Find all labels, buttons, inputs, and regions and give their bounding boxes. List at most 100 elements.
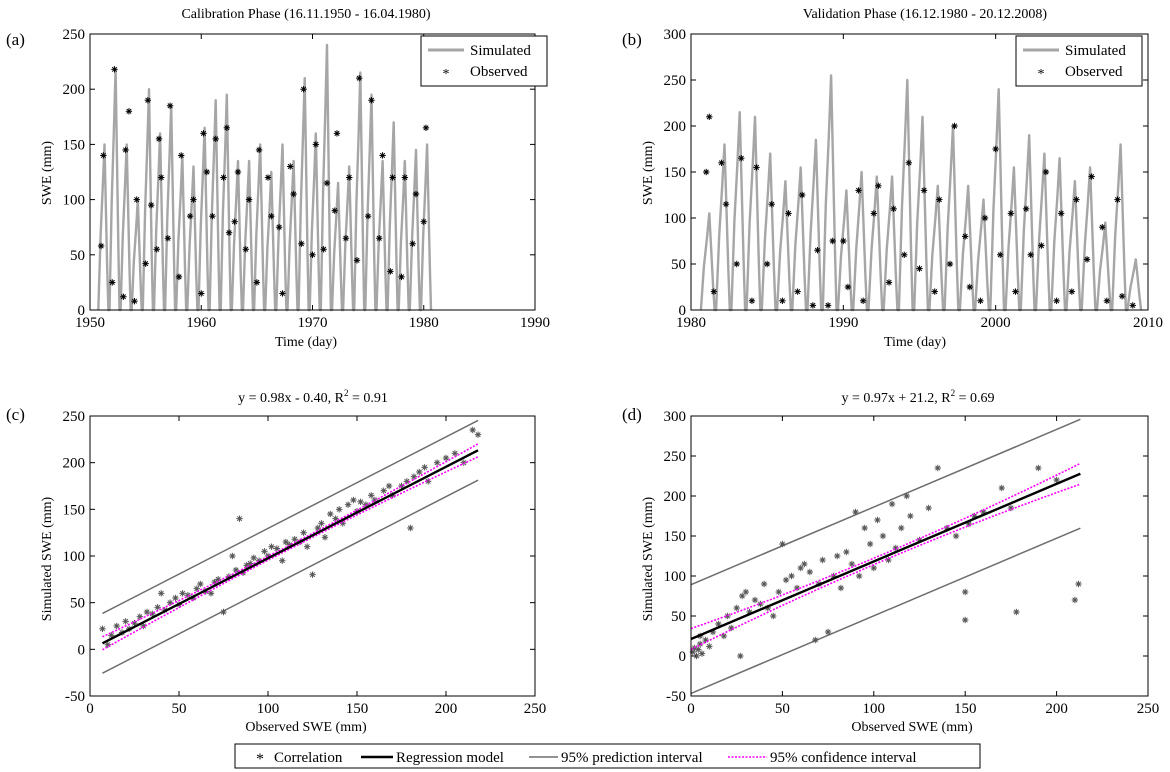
- observed-point: [890, 205, 897, 212]
- correlation-point-d2: [144, 609, 150, 615]
- correlation-point-d2: [710, 629, 716, 635]
- observed-point: [133, 196, 140, 203]
- observed-point-d2: [332, 208, 338, 214]
- observed-point-d2: [1073, 197, 1079, 203]
- simulated-series-line: [699, 74, 1143, 312]
- observed-point: [703, 168, 710, 176]
- observed-point-d2: [398, 274, 405, 280]
- observed-point: [225, 229, 233, 236]
- observed-point: [1088, 173, 1095, 180]
- legend-b: Simulated * Observed: [1015, 35, 1143, 87]
- correlation-point-d2: [849, 561, 855, 567]
- observed-point: [97, 242, 105, 250]
- panel-d-ylabel: Simulated SWE (mm): [641, 496, 656, 621]
- correlation-point-d2: [807, 569, 813, 575]
- bottom-legend: * Correlation Regression model 95% predi…: [234, 743, 981, 769]
- observed-point: [409, 240, 416, 247]
- panel-a-xtick-label: 1970: [298, 315, 328, 331]
- correlation-point: [410, 473, 418, 480]
- observed-point-d2: [298, 241, 304, 247]
- observed-point-d2: [734, 261, 740, 267]
- panel-a-ylabel: SWE (mm): [40, 141, 55, 205]
- observed-point-d2: [1089, 174, 1095, 180]
- correlation-point-d2: [322, 534, 328, 540]
- observed-point: [153, 246, 160, 253]
- plot-a: 1950 1960 1970 1980 1990 0 50 100 150 200 250: [63, 27, 551, 331]
- observed-point: [710, 288, 718, 295]
- correlation-point: [742, 588, 750, 596]
- observed-point: [275, 224, 283, 231]
- correlation-point: [1071, 596, 1079, 604]
- observed-point: [111, 66, 118, 73]
- observed-point: [997, 251, 1004, 258]
- observed-point: [312, 141, 320, 148]
- correlation-point: [760, 580, 768, 588]
- correlation-point: [321, 534, 329, 541]
- correlation-point-d2: [1054, 477, 1060, 483]
- observed-point-d2: [190, 197, 197, 203]
- correlation-point-d2: [779, 541, 785, 547]
- observed-point-d2: [977, 298, 984, 304]
- observed-point-d2: [123, 147, 129, 153]
- correlation-point: [702, 636, 709, 644]
- observed-point-d2: [410, 241, 416, 247]
- correlation-point-d2: [798, 565, 804, 571]
- observed-point-d2: [962, 233, 968, 239]
- observed-point-d2: [413, 191, 419, 197]
- observed-point: [885, 279, 893, 286]
- panel-c-xtick-label: 200: [435, 701, 458, 717]
- observed-point-d2: [921, 187, 927, 193]
- observed-point: [300, 86, 307, 93]
- correlation-point: [220, 608, 227, 616]
- correlation-point-d2: [236, 516, 243, 522]
- panel-c-title-end: = 0.91: [349, 391, 388, 406]
- correlation-point: [738, 592, 746, 600]
- observed-point: [158, 174, 165, 181]
- observed-point: [100, 152, 107, 159]
- correlation-point: [907, 512, 914, 520]
- observed-point-d2: [279, 290, 286, 297]
- correlation-point: [279, 557, 286, 564]
- observed-point: [722, 201, 730, 208]
- observed-point: [420, 218, 427, 225]
- correlation-point-d2: [452, 450, 458, 456]
- correlation-point-d2: [971, 513, 977, 519]
- correlation-point: [385, 482, 393, 490]
- correlation-point: [898, 524, 905, 532]
- observed-point: [977, 297, 984, 304]
- observed-point-d2: [845, 284, 851, 290]
- correlation-point-d2: [327, 511, 333, 517]
- correlation-point: [962, 616, 969, 624]
- correlation-point-d2: [292, 536, 298, 542]
- observed-point-d2: [993, 146, 999, 152]
- observed-point: [829, 237, 836, 245]
- observed-point-d2: [324, 180, 330, 186]
- correlation-point-d2: [105, 642, 111, 648]
- correlation-point-d2: [318, 520, 324, 526]
- observed-point-d2: [301, 86, 307, 92]
- correlation-point: [433, 459, 441, 466]
- observed-point-d2: [100, 152, 106, 159]
- correlation-point-d2: [247, 560, 253, 567]
- legend-a-observed-label: Observed: [470, 64, 528, 80]
- correlation-point: [261, 548, 268, 555]
- observed-point-d2: [718, 160, 725, 166]
- observed-point: [1083, 256, 1091, 263]
- correlation-point-d2: [776, 589, 782, 595]
- plot-b: 1980 1990 2000 2010 0 50 100 150 200 250 300: [664, 27, 1164, 331]
- observed-point: [323, 179, 331, 187]
- panel-c-ytick-label: 50: [70, 596, 85, 612]
- correlation-point: [416, 468, 423, 476]
- panel-a-ytick-label: 50: [70, 248, 85, 264]
- observed-point-d2: [1028, 252, 1034, 258]
- correlation-point: [158, 590, 165, 597]
- panel-b-letter: (b): [622, 30, 642, 49]
- observed-point: [203, 168, 211, 176]
- correlation-point-d2: [830, 573, 837, 579]
- panel-d: (d) y = 0.97x + 21.2, R2 = 0.69 Observed…: [622, 388, 1159, 735]
- observed-point: [298, 240, 305, 247]
- panel-b-xtick-label: 1990: [828, 315, 858, 331]
- panel-b-ytick-label: 150: [664, 165, 687, 181]
- correlation-point-d2: [746, 609, 753, 615]
- correlation-point: [368, 492, 375, 499]
